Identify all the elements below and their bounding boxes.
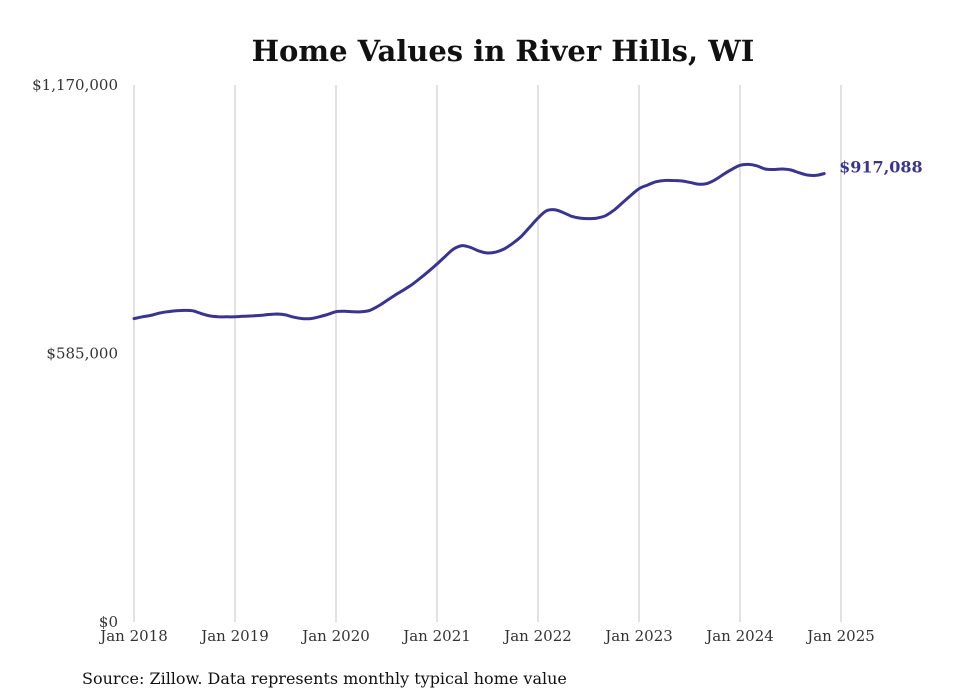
y-axis-tick-labels: $0 $585,000 $1,170,000 [32, 76, 118, 631]
y-tick-label: $585,000 [46, 345, 118, 363]
x-tick-label: Jan 2019 [199, 627, 269, 645]
x-tick-label: Jan 2024 [704, 627, 774, 645]
source-note: Source: Zillow. Data represents monthly … [82, 669, 567, 688]
vertical-gridlines [133, 85, 842, 622]
y-tick-label: $0 [99, 613, 118, 631]
x-tick-label: Jan 2025 [805, 627, 875, 645]
x-axis-tick-labels: Jan 2018 Jan 2019 Jan 2020 Jan 2021 Jan 2022… [98, 627, 875, 645]
x-tick-label: Jan 2018 [98, 627, 168, 645]
x-tick-label: Jan 2023 [603, 627, 673, 645]
x-tick-label: Jan 2022 [502, 627, 572, 645]
x-tick-label: Jan 2020 [300, 627, 370, 645]
home-value-line [132, 162, 826, 321]
y-tick-label: $1,170,000 [32, 76, 118, 94]
end-value-label: $917,088 [839, 158, 923, 177]
x-tick-label: Jan 2021 [401, 627, 471, 645]
chart-title: Home Values in River Hills, WI [252, 34, 755, 68]
